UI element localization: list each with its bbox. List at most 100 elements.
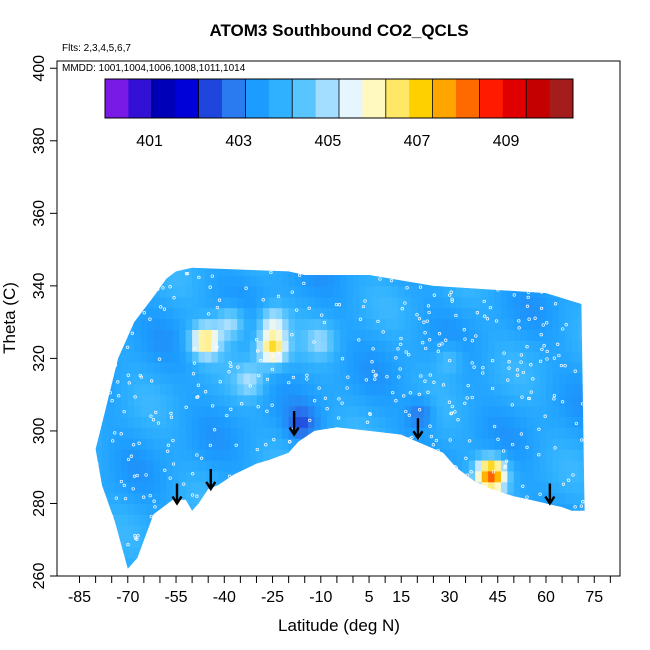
field-cell [327, 492, 335, 505]
field-cell [520, 329, 528, 341]
field-cell [410, 394, 418, 407]
sample-point [163, 468, 167, 472]
field-cell [430, 459, 438, 472]
sample-point [149, 379, 154, 383]
field-cell [571, 525, 579, 537]
field-cell [114, 470, 122, 483]
field-cell [256, 329, 264, 341]
sample-point [453, 410, 457, 414]
field-cell [410, 470, 418, 483]
field-cell [262, 340, 270, 352]
field-cell [481, 362, 489, 374]
field-cell [520, 275, 528, 287]
field-cell [501, 427, 508, 439]
field-cell [198, 536, 206, 548]
field-cell [533, 296, 541, 309]
field-cell [172, 536, 180, 548]
field-cell [282, 351, 290, 363]
sample-point [190, 493, 195, 497]
sample-point [552, 393, 557, 398]
field-cell [385, 394, 393, 407]
field-cell [147, 318, 155, 330]
field-cell [359, 470, 367, 483]
colorbar-swatch [222, 79, 246, 118]
field-cell [481, 470, 489, 483]
sample-point [142, 495, 146, 499]
field-cell [423, 275, 431, 287]
field-cell [436, 296, 444, 309]
field-cell [391, 383, 399, 396]
field-cell [353, 481, 360, 494]
field-cell [327, 394, 335, 407]
sample-point [95, 526, 98, 531]
sample-point [224, 499, 228, 503]
field-cell [295, 449, 303, 461]
sample-point [396, 347, 400, 351]
field-cell [520, 547, 528, 559]
field-cell [372, 307, 380, 320]
field-cell [462, 372, 470, 385]
field-cell [571, 372, 579, 385]
field-cell [159, 285, 167, 298]
field-cell [95, 459, 103, 472]
field-cell [243, 470, 251, 483]
sample-point [537, 427, 541, 431]
sample-point [361, 443, 365, 448]
sample-point [305, 373, 309, 377]
field-cell [552, 351, 560, 363]
field-cell [449, 416, 457, 428]
field-cell [288, 525, 296, 537]
sample-point [192, 557, 196, 561]
field-cell [127, 525, 135, 537]
field-cell [301, 481, 309, 494]
field-cell [353, 307, 360, 320]
field-cell [507, 525, 515, 537]
sample-point [501, 449, 506, 453]
field-cell [327, 438, 335, 450]
sample-point [136, 534, 140, 538]
field-cell [192, 285, 200, 298]
field-cell [121, 307, 129, 320]
field-cell [526, 557, 534, 569]
field-cell [391, 267, 399, 276]
field-cell [179, 285, 187, 298]
sample-point [236, 365, 240, 369]
field-cell [546, 427, 553, 439]
sample-point [156, 421, 161, 425]
field-cell [513, 470, 521, 483]
field-cell [333, 394, 341, 407]
sample-point [404, 409, 408, 414]
field-cell [121, 547, 129, 559]
field-cell [391, 503, 399, 515]
field-cell [327, 557, 335, 569]
field-cell [365, 275, 373, 287]
field-cell [417, 267, 425, 276]
sample-point [573, 369, 577, 373]
field-cell [571, 536, 579, 548]
field-cell [565, 449, 573, 461]
field-cell [494, 470, 502, 483]
field-cell [578, 275, 585, 287]
field-cell [546, 329, 553, 341]
field-cell [520, 340, 528, 352]
field-cell [558, 351, 566, 363]
field-cell [475, 362, 483, 374]
field-cell [288, 307, 296, 320]
sample-point [171, 462, 176, 466]
field-cell [430, 267, 438, 276]
field-cell [455, 383, 463, 396]
field-cell [153, 351, 161, 363]
field-cell [121, 383, 129, 396]
field-cell [114, 340, 122, 352]
field-cell [211, 394, 219, 407]
field-cell [95, 329, 103, 341]
field-cell [269, 340, 277, 352]
field-cell [378, 459, 386, 472]
field-cell [372, 267, 380, 276]
field-cell [398, 318, 405, 330]
field-cell [147, 481, 155, 494]
field-cell [224, 416, 232, 428]
field-cell [192, 557, 200, 569]
field-cell [327, 449, 335, 461]
field-cell [565, 525, 573, 537]
